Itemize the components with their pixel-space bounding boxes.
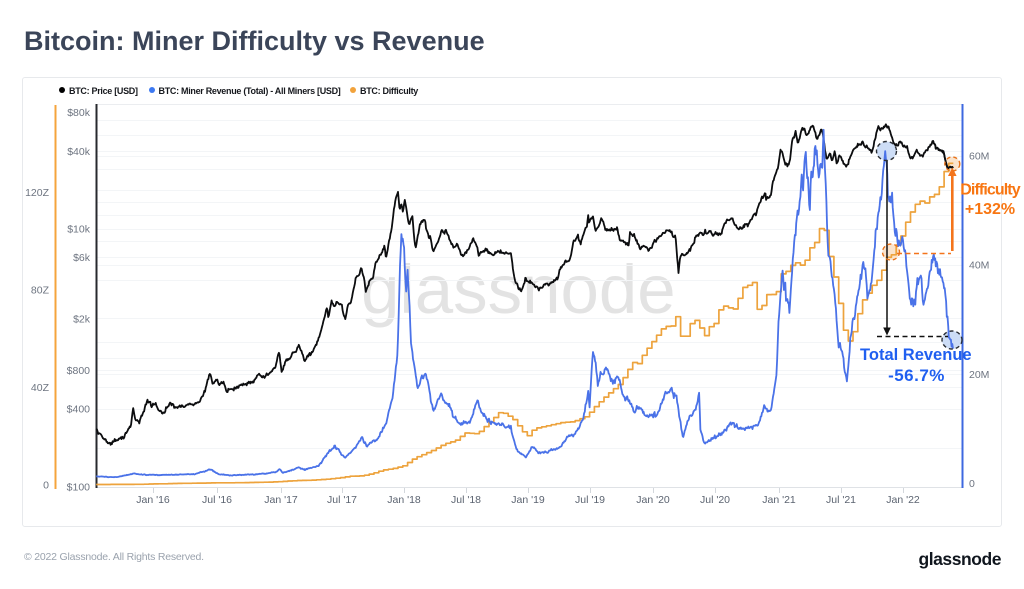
svg-text:0: 0 [43, 480, 49, 492]
svg-text:Total Revenue: Total Revenue [860, 346, 972, 364]
svg-text:$2k: $2k [73, 314, 91, 326]
svg-text:Jul '20: Jul '20 [700, 494, 730, 506]
svg-text:$10k: $10k [67, 224, 91, 236]
svg-text:Jul '16: Jul '16 [202, 494, 232, 506]
svg-text:Jul '17: Jul '17 [327, 494, 357, 506]
svg-text:Jul '18: Jul '18 [451, 494, 481, 506]
svg-text:Jan '22: Jan '22 [886, 494, 920, 506]
svg-text:Jan '19: Jan '19 [511, 494, 545, 506]
svg-text:Jan '21: Jan '21 [762, 494, 796, 506]
svg-text:$400: $400 [67, 404, 91, 416]
svg-text:Jan '18: Jan '18 [387, 494, 421, 506]
svg-text:+132%: +132% [965, 201, 1015, 218]
svg-text:60M: 60M [969, 151, 989, 163]
svg-text:Jan '16: Jan '16 [136, 494, 170, 506]
svg-text:80Z: 80Z [31, 285, 50, 297]
svg-text:Jul '21: Jul '21 [826, 494, 856, 506]
svg-text:40M: 40M [969, 260, 989, 272]
svg-text:0: 0 [969, 478, 975, 490]
svg-text:Difficulty: Difficulty [960, 182, 1020, 199]
svg-text:$40k: $40k [67, 146, 91, 158]
svg-text:Jul '19: Jul '19 [575, 494, 605, 506]
svg-text:$6k: $6k [73, 252, 91, 264]
svg-text:Jan '17: Jan '17 [264, 494, 298, 506]
svg-text:120Z: 120Z [25, 187, 50, 199]
svg-text:$800: $800 [67, 365, 91, 377]
svg-text:20M: 20M [969, 369, 989, 381]
svg-text:-56.7%: -56.7% [888, 366, 945, 385]
svg-text:$80k: $80k [67, 107, 91, 119]
svg-text:Jan '20: Jan '20 [636, 494, 670, 506]
svg-text:40Z: 40Z [31, 382, 50, 394]
svg-text:$100: $100 [67, 482, 91, 494]
